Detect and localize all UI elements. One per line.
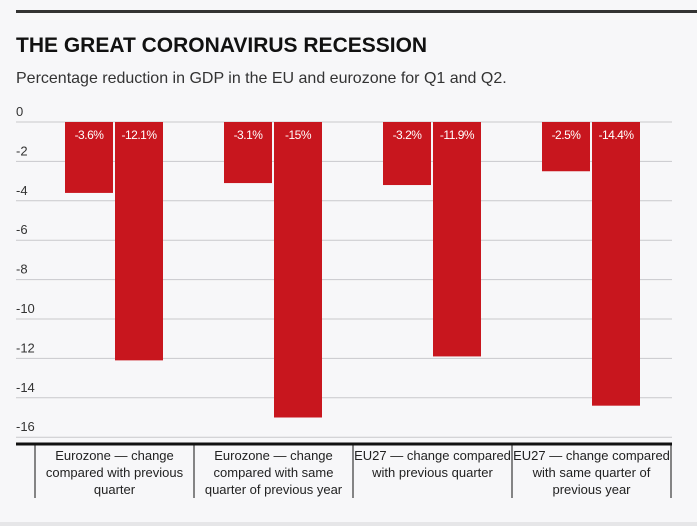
data-label: -3.6% xyxy=(75,128,105,142)
y-tick-label: -10 xyxy=(16,301,35,316)
top-rule xyxy=(16,10,697,13)
y-tick-label: -2 xyxy=(16,143,28,158)
data-label: -14.4% xyxy=(598,128,634,142)
y-tick-label: -6 xyxy=(16,222,28,237)
bar-q1 xyxy=(542,122,590,172)
bottom-border xyxy=(0,522,697,526)
y-tick-label: -4 xyxy=(16,183,28,198)
bar-q2 xyxy=(274,122,322,418)
y-tick-label: 0 xyxy=(16,104,23,119)
category-label: Eurozone — change compared with previous… xyxy=(45,448,184,497)
data-label: -2.5% xyxy=(552,128,582,142)
chart-subtitle: Percentage reduction in GDP in the EU an… xyxy=(16,70,507,87)
bar-q2 xyxy=(433,122,481,357)
bar-q1 xyxy=(383,122,431,186)
category-label: EU27 — change compared with previous qua… xyxy=(354,448,511,480)
y-tick-label: -8 xyxy=(16,262,28,277)
y-tick-label: -16 xyxy=(16,419,35,434)
category-label: EU27 — change compared with same quarter… xyxy=(513,448,670,497)
data-label: -11.9% xyxy=(440,128,475,142)
bar-q1 xyxy=(224,122,272,184)
bar-q2 xyxy=(592,122,640,406)
chart-title: THE GREAT CORONAVIRUS RECESSION xyxy=(16,34,428,57)
y-tick-label: -12 xyxy=(16,340,35,355)
data-label: -12.1% xyxy=(121,128,157,142)
bar-q1 xyxy=(65,122,113,193)
data-label: -3.1% xyxy=(234,128,264,142)
data-label: -3.2% xyxy=(393,128,423,142)
y-tick-label: -14 xyxy=(16,380,35,395)
data-label: -15% xyxy=(285,128,312,142)
category-label: Eurozone — change compared with same qua… xyxy=(204,448,343,497)
bar-q2 xyxy=(115,122,163,361)
